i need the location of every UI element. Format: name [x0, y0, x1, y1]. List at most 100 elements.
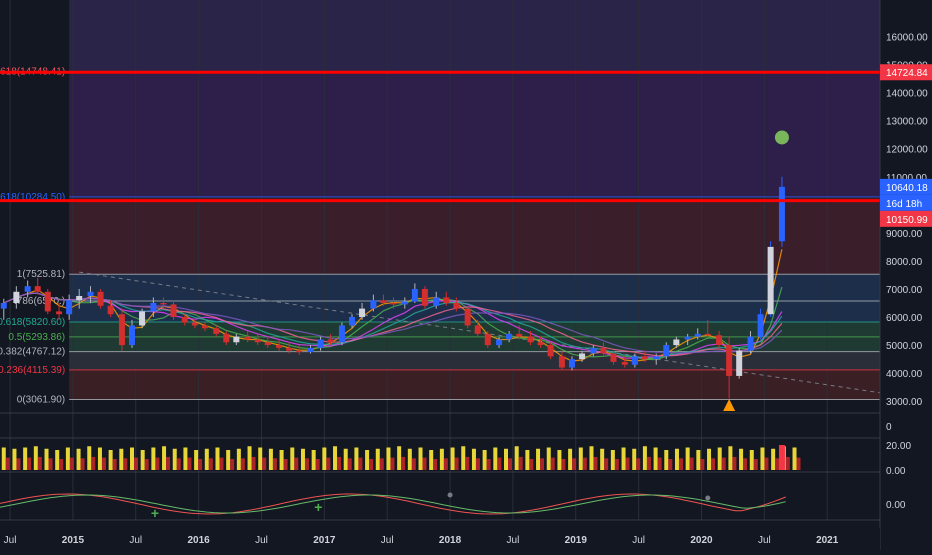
candle-body-5: [56, 311, 63, 315]
fib-label-6: 0.382(4767.12): [0, 347, 65, 358]
volume-bar-red-17: [187, 457, 192, 470]
time-tick-6: Jul: [381, 535, 394, 546]
volume-bar-41: [439, 448, 444, 470]
candle-body-10: [107, 305, 114, 315]
fib-label-8: 0(3061.90): [17, 394, 65, 405]
volume-bar-23: [247, 446, 252, 470]
price-tick-2: 5000.00: [886, 341, 923, 352]
candle-body-63: [663, 345, 670, 357]
zone-top: [69, 0, 880, 72]
ma-line-10: [3, 292, 783, 359]
candle-body-51: [537, 342, 544, 346]
candle-body-25: [264, 342, 271, 346]
candle-body-56: [590, 347, 597, 354]
time-tick-2: Jul: [129, 535, 142, 546]
volume-bar-red-46: [497, 457, 502, 470]
volume-bar-red-40: [433, 459, 438, 470]
volume-bar-0: [1, 447, 6, 470]
volume-bar-44: [471, 448, 476, 470]
volume-bar-31: [333, 446, 338, 470]
volume-bar-red-9: [101, 457, 106, 470]
volume-bar-red-63: [678, 458, 683, 470]
signal-markers: [723, 130, 789, 411]
volume-bar-58: [621, 447, 626, 470]
volume-bar-49: [525, 450, 530, 470]
fib-label-3: .786(6570.): [14, 296, 65, 307]
volume-bar-7: [76, 448, 81, 470]
volume-bar-red-22: [240, 458, 245, 470]
volume-bar-42: [450, 447, 455, 470]
volume-bar-red-44: [475, 458, 480, 470]
candle-body-4: [44, 291, 51, 312]
volume-bar-last: [778, 445, 785, 470]
candle-body-0: [0, 303, 7, 309]
volume-bar-4: [44, 448, 49, 470]
candle-body-54: [569, 359, 575, 368]
volume-bar-59: [632, 448, 637, 470]
volume-bar-red-19: [208, 458, 213, 470]
volume-bar-red-34: [369, 459, 374, 470]
time-tick-7: 2018: [439, 535, 462, 546]
volume-bar-22: [236, 448, 241, 470]
volume-bar-56: [600, 448, 605, 470]
time-tick-0: Jul: [4, 535, 17, 546]
price-tick-0: 3000.00: [886, 397, 923, 408]
volume-bar-6: [65, 447, 70, 470]
candle-body-50: [527, 336, 534, 343]
volume-bar-red-61: [657, 457, 662, 470]
volume-bar-48: [514, 446, 519, 470]
volume-bar-red-30: [326, 457, 331, 470]
time-tick-11: 2020: [690, 535, 713, 546]
volume-bar-72: [771, 448, 776, 470]
volume-tick-0: 0.00: [886, 466, 906, 477]
candle-body-22: [233, 336, 240, 343]
candle-body-43: [453, 303, 460, 309]
volume-bar-red-24: [262, 457, 267, 470]
osc-dot-1: [447, 492, 453, 498]
volume-bar-red-55: [593, 456, 598, 470]
volume-bar-69: [739, 448, 744, 470]
candle-body-20: [213, 328, 220, 334]
osc-cross-2: +: [314, 499, 322, 515]
fib-label-7: 0.236(4115.39): [0, 365, 65, 376]
fib-label-4: 0.618(5820.60): [0, 317, 65, 328]
zone-0: [69, 71, 880, 197]
candle-body-62: [653, 356, 660, 360]
time-tick-5: 2017: [313, 535, 336, 546]
candles: [0, 176, 785, 399]
volume-bar-71: [760, 447, 765, 470]
volume-bar-35: [375, 448, 380, 470]
volume-bar-red-25: [272, 458, 277, 470]
volume-bar-red-38: [411, 458, 416, 470]
price-tick-4: 7000.00: [886, 285, 923, 296]
price-badge-bg-0: [880, 64, 932, 81]
volume-bar-29: [311, 450, 316, 470]
volume-bar-70: [749, 450, 754, 470]
candle-body-34: [359, 308, 366, 318]
volume-bar-red-42: [454, 457, 459, 470]
candle-body-7: [76, 295, 83, 301]
price-tick-3: 6000.00: [886, 313, 923, 324]
volume-bar-20: [215, 447, 220, 470]
volume-bar-3: [33, 446, 38, 470]
volume-bar-red-8: [91, 456, 96, 470]
price-axis[interactable]: 3000.00 4000.00 5000.00 6000.00 7000.00 8000.…: [879, 0, 932, 550]
volume-bar-red-65: [700, 459, 705, 470]
volume-bar-47: [504, 448, 508, 470]
time-axis[interactable]: Jul 2015 Jul 2016 Jul 2017 Jul 2018 Jul 2019 Jul 20…: [0, 528, 880, 550]
volume-bar-36: [386, 447, 391, 470]
volume-bar-red-7: [80, 458, 85, 470]
volume-bar-40: [429, 450, 434, 470]
volume-bar-53: [568, 448, 573, 470]
horizontal-lines[interactable]: [0, 70, 880, 203]
price-badge-1: 10640.18: [886, 183, 928, 194]
zone-1: [69, 196, 880, 275]
time-tick-3: 2016: [188, 535, 211, 546]
volume-bar-17: [183, 447, 188, 470]
volume-bar-61: [653, 447, 658, 470]
volume-bar-66: [707, 448, 712, 470]
volume-bar-39: [418, 447, 423, 470]
fib-label-5: 0.5(5293.86): [8, 332, 65, 343]
